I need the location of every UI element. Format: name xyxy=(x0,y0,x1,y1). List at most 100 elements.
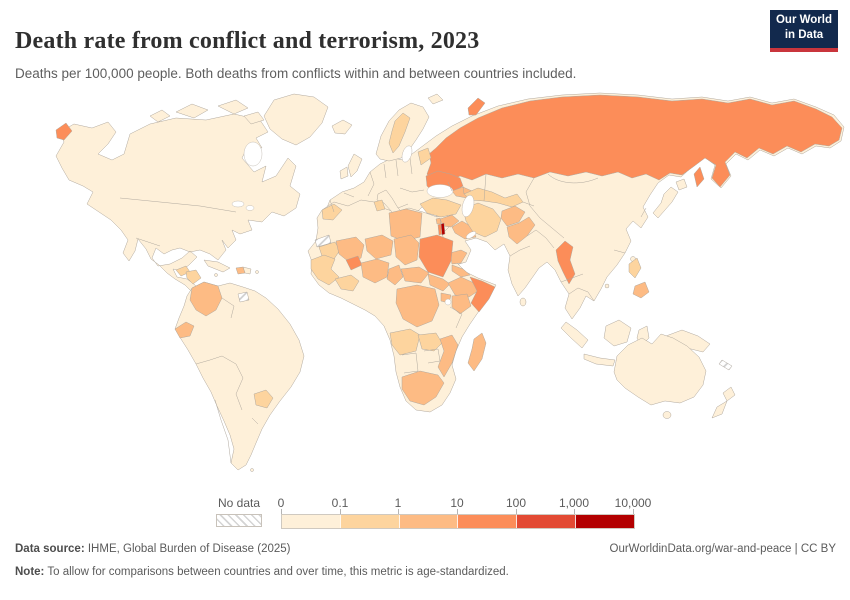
tick-mark xyxy=(633,509,634,514)
lake-victoria xyxy=(444,298,452,306)
note-label: Note: xyxy=(15,566,45,578)
country-paraguay[interactable] xyxy=(253,389,274,409)
country-ecuador[interactable] xyxy=(174,321,195,339)
page-title: Death rate from conflict and terrorism, … xyxy=(15,28,480,55)
country-tasmania[interactable] xyxy=(662,411,672,419)
country-greenland[interactable] xyxy=(263,93,329,146)
country-honduras-nicaragua[interactable] xyxy=(185,269,202,285)
country-australia[interactable] xyxy=(613,333,707,406)
country-angola[interactable] xyxy=(389,328,421,356)
country-ghana-ivory[interactable] xyxy=(334,274,360,292)
tick-label-4: 100 xyxy=(505,496,527,510)
country-madagascar[interactable] xyxy=(467,332,487,372)
border-lines xyxy=(119,157,647,464)
tick-mark xyxy=(398,509,399,514)
caspian-sea xyxy=(461,195,475,217)
country-iceland[interactable] xyxy=(331,119,353,135)
country-libya[interactable] xyxy=(388,208,423,242)
country-morocco[interactable] xyxy=(321,203,343,221)
country-colombia[interactable] xyxy=(189,281,223,317)
country-philippines[interactable] xyxy=(628,257,642,279)
country-somalia[interactable] xyxy=(469,276,496,313)
tick-mark xyxy=(457,509,458,514)
country-myanmar[interactable] xyxy=(555,240,576,285)
legend-bin-1[interactable] xyxy=(339,515,399,528)
country-puerto-rico[interactable] xyxy=(255,270,259,274)
country-baltics[interactable] xyxy=(417,147,432,166)
country-new-zealand[interactable] xyxy=(711,386,736,419)
country-palestine[interactable] xyxy=(440,222,446,236)
tick-label-2: 1 xyxy=(394,496,402,510)
country-cuba[interactable] xyxy=(203,259,231,273)
map-legend: No data 0 0.1 1 10 100 1,000 10,000 xyxy=(0,494,850,536)
country-philippines-south[interactable] xyxy=(632,281,650,299)
country-sudan[interactable] xyxy=(418,234,454,278)
owid-logo[interactable]: Our World in Data xyxy=(770,10,838,52)
country-tunisia[interactable] xyxy=(373,199,386,212)
data-source-label: Data source: xyxy=(15,543,85,555)
country-mozambique[interactable] xyxy=(437,334,459,378)
country-hainan[interactable] xyxy=(604,283,610,289)
country-yemen[interactable] xyxy=(449,249,468,265)
country-arctic-islands[interactable] xyxy=(149,99,265,125)
legend-color-bar xyxy=(281,514,635,529)
country-mali[interactable] xyxy=(335,236,365,263)
country-lebanon[interactable] xyxy=(435,217,442,225)
country-japan[interactable] xyxy=(652,178,688,219)
country-iran[interactable] xyxy=(462,202,502,238)
country-turkey[interactable] xyxy=(419,197,462,218)
country-haiti[interactable] xyxy=(235,266,246,275)
country-west-africa[interactable] xyxy=(310,254,340,286)
tick-label-6: 10,000 xyxy=(614,496,652,510)
legend-bin-0[interactable] xyxy=(282,515,340,528)
country-russia[interactable] xyxy=(55,94,843,188)
country-afghanistan[interactable] xyxy=(500,205,526,227)
country-south-africa[interactable] xyxy=(401,370,445,406)
country-sri-lanka[interactable] xyxy=(519,297,527,307)
owid-link[interactable]: OurWorldinData.org/war-and-peace xyxy=(609,543,792,555)
country-chad[interactable] xyxy=(393,234,420,266)
country-dr-congo[interactable] xyxy=(395,284,440,328)
great-lakes xyxy=(231,200,245,208)
country-south-sudan[interactable] xyxy=(427,273,451,292)
tick-label-3: 10 xyxy=(450,496,464,510)
data-source-value: IHME, Global Burden of Disease (2025) xyxy=(84,543,291,555)
country-sweden[interactable] xyxy=(388,112,411,154)
note-value: To allow for comparisons between countri… xyxy=(44,566,509,578)
country-eritrea[interactable] xyxy=(451,264,471,278)
license-text: | CC BY xyxy=(791,543,836,555)
country-mauritania[interactable] xyxy=(318,241,341,260)
legend-bin-3[interactable] xyxy=(457,515,517,528)
country-french-guiana[interactable] xyxy=(237,291,250,303)
country-cameroon[interactable] xyxy=(386,264,404,286)
country-united-kingdom[interactable] xyxy=(347,153,363,178)
country-kenya[interactable] xyxy=(451,293,472,315)
country-central-african-republic[interactable] xyxy=(400,266,430,284)
country-nigeria[interactable] xyxy=(360,258,390,284)
data-source-line: Data source: IHME, Global Burden of Dise… xyxy=(15,543,291,555)
tick-label-1: 0.1 xyxy=(331,496,349,510)
tick-label-5: 1,000 xyxy=(558,496,590,510)
country-north-america[interactable] xyxy=(55,113,301,294)
tick-mark xyxy=(516,509,517,514)
country-falklands[interactable] xyxy=(250,468,254,472)
country-zambia[interactable] xyxy=(417,332,443,352)
legend-bin-5[interactable] xyxy=(575,515,634,528)
legend-bin-4[interactable] xyxy=(516,515,576,528)
no-data-swatch[interactable] xyxy=(216,514,262,527)
legend-bin-2[interactable] xyxy=(398,515,458,528)
tick-label-0: 0 xyxy=(277,496,285,510)
no-data-label: No data xyxy=(217,496,261,510)
country-niger[interactable] xyxy=(364,234,394,260)
country-jamaica[interactable] xyxy=(214,273,218,277)
great-lakes-east xyxy=(245,205,255,211)
country-pakistan[interactable] xyxy=(506,216,536,245)
country-ireland[interactable] xyxy=(339,166,349,180)
country-svalbard[interactable] xyxy=(427,93,444,105)
country-indonesia[interactable] xyxy=(560,319,658,367)
tick-mark xyxy=(340,509,341,514)
hudson-bay xyxy=(243,141,263,167)
country-south-america[interactable] xyxy=(174,281,305,471)
country-new-caledonia[interactable] xyxy=(718,359,733,371)
